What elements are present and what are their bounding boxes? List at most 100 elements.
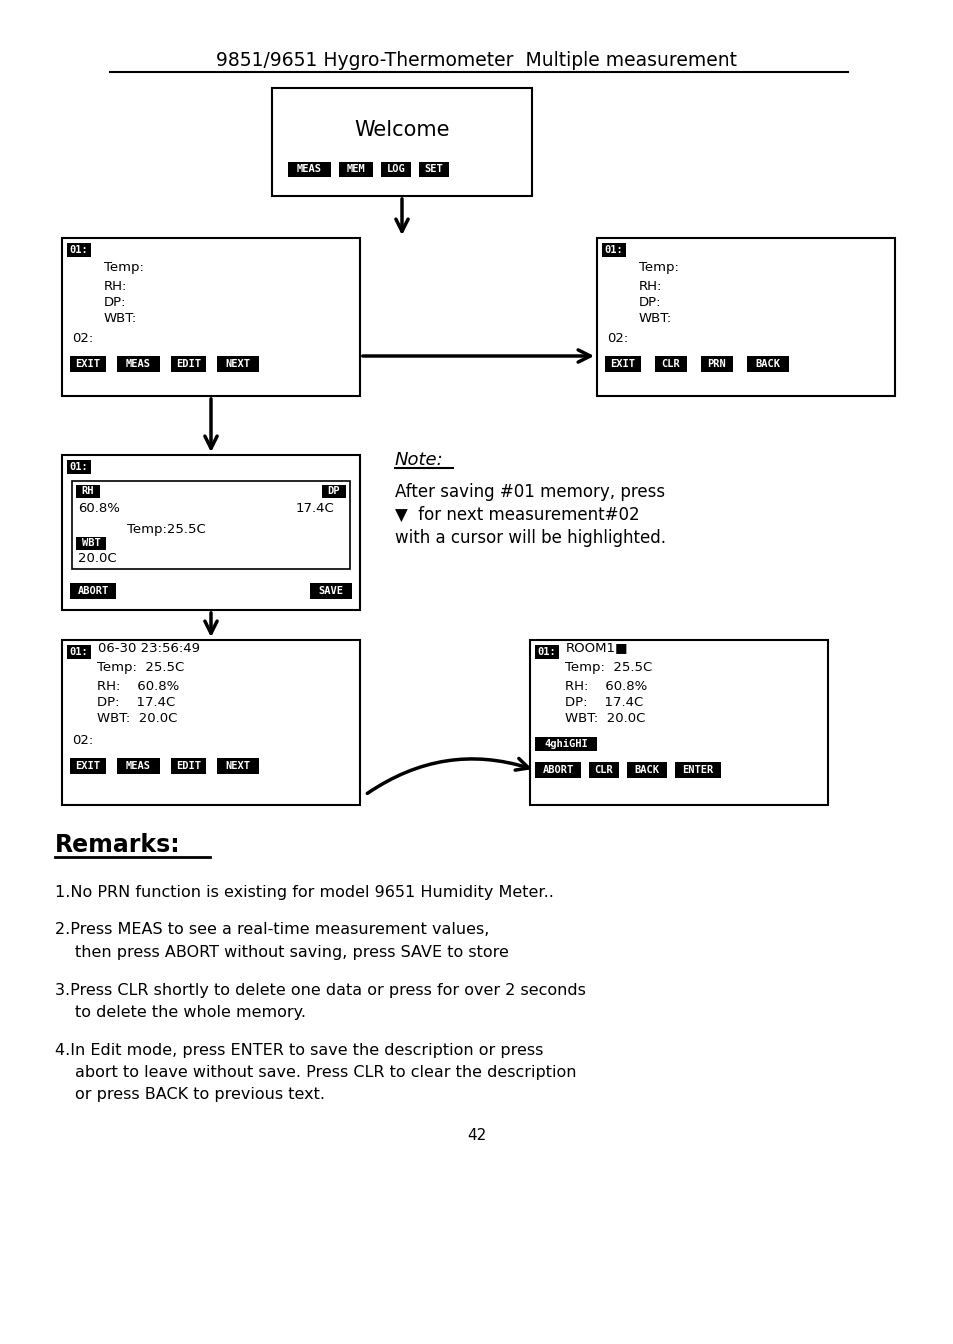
Bar: [604, 356, 640, 372]
Bar: [338, 163, 373, 177]
Bar: [700, 356, 732, 372]
Bar: [62, 640, 359, 805]
Text: ROOM1■: ROOM1■: [565, 641, 628, 655]
Text: 01:: 01:: [70, 462, 89, 472]
Bar: [588, 762, 618, 778]
Bar: [322, 485, 346, 499]
Text: EXIT: EXIT: [75, 761, 100, 771]
Text: 42: 42: [467, 1128, 486, 1142]
Text: DP:    17.4C: DP: 17.4C: [564, 695, 642, 708]
Text: 06-30 23:56:49: 06-30 23:56:49: [98, 641, 200, 655]
Text: ENTER: ENTER: [681, 765, 713, 775]
Text: RH:: RH:: [104, 280, 128, 293]
Text: EXIT: EXIT: [610, 359, 635, 370]
Bar: [117, 758, 160, 774]
Text: 2.Press MEAS to see a real-time measurement values,: 2.Press MEAS to see a real-time measurem…: [55, 922, 489, 938]
Text: 02:: 02:: [71, 734, 93, 746]
Text: DP:: DP:: [104, 296, 127, 309]
Text: WBT:  20.0C: WBT: 20.0C: [97, 711, 177, 724]
Text: 3.Press CLR shortly to delete one data or press for over 2 seconds: 3.Press CLR shortly to delete one data o…: [55, 982, 585, 997]
Bar: [535, 762, 580, 778]
Text: Remarks:: Remarks:: [55, 833, 180, 857]
Text: 4.In Edit mode, press ENTER to save the description or press: 4.In Edit mode, press ENTER to save the …: [55, 1043, 543, 1058]
Bar: [70, 356, 106, 372]
Text: Temp:  25.5C: Temp: 25.5C: [564, 661, 652, 675]
Text: MEAS: MEAS: [296, 164, 322, 175]
Bar: [535, 737, 597, 751]
Text: SET: SET: [424, 164, 443, 175]
Text: then press ABORT without saving, press SAVE to store: then press ABORT without saving, press S…: [75, 945, 508, 960]
Text: ABORT: ABORT: [542, 765, 573, 775]
Text: 60.8%: 60.8%: [78, 503, 120, 516]
Bar: [310, 583, 352, 599]
Text: ABORT: ABORT: [77, 586, 109, 595]
Text: Temp:: Temp:: [639, 262, 679, 274]
Text: MEAS: MEAS: [126, 761, 151, 771]
Bar: [530, 640, 827, 805]
Text: CLR: CLR: [661, 359, 679, 370]
Text: SAVE: SAVE: [318, 586, 343, 595]
Text: DP: DP: [328, 487, 340, 496]
Bar: [67, 645, 91, 659]
Text: After saving #01 memory, press: After saving #01 memory, press: [395, 482, 664, 501]
Text: Temp:: Temp:: [104, 262, 144, 274]
Bar: [76, 538, 106, 550]
Text: DP:    17.4C: DP: 17.4C: [97, 695, 175, 708]
Text: ▼  for next measurement#02: ▼ for next measurement#02: [395, 505, 639, 524]
Bar: [62, 238, 359, 396]
Bar: [67, 460, 91, 474]
Text: with a cursor will be highlighted.: with a cursor will be highlighted.: [395, 530, 665, 547]
Text: BACK: BACK: [755, 359, 780, 370]
Bar: [418, 163, 449, 177]
Text: Welcome: Welcome: [354, 120, 449, 140]
Text: 17.4C: 17.4C: [295, 503, 335, 516]
Bar: [171, 356, 206, 372]
Text: EXIT: EXIT: [75, 359, 100, 370]
Text: EDIT: EDIT: [175, 359, 201, 370]
Text: LOG: LOG: [386, 164, 405, 175]
Text: 01:: 01:: [70, 646, 89, 657]
Bar: [76, 485, 100, 499]
Text: NEXT: NEXT: [225, 359, 251, 370]
Text: BACK: BACK: [634, 765, 659, 775]
Text: 9851/9651 Hygro-Thermometer  Multiple measurement: 9851/9651 Hygro-Thermometer Multiple mea…: [216, 51, 737, 70]
Bar: [67, 243, 91, 257]
Text: 01:: 01:: [604, 245, 622, 255]
Text: abort to leave without save. Press CLR to clear the description: abort to leave without save. Press CLR t…: [75, 1064, 576, 1079]
Bar: [597, 238, 894, 396]
Text: MEAS: MEAS: [126, 359, 151, 370]
Bar: [117, 356, 160, 372]
Bar: [655, 356, 686, 372]
Text: Temp:25.5C: Temp:25.5C: [127, 523, 206, 535]
Text: 4ghiGHI: 4ghiGHI: [543, 739, 587, 749]
Text: Note:: Note:: [395, 452, 443, 469]
Text: DP:: DP:: [639, 296, 660, 309]
Bar: [272, 87, 532, 196]
Text: PRN: PRN: [707, 359, 725, 370]
Text: EDIT: EDIT: [175, 761, 201, 771]
Text: WBT: WBT: [82, 539, 100, 548]
Bar: [216, 758, 258, 774]
Bar: [62, 456, 359, 610]
Text: RH:    60.8%: RH: 60.8%: [564, 680, 646, 692]
Bar: [288, 163, 331, 177]
Text: 02:: 02:: [71, 332, 93, 344]
Bar: [70, 583, 116, 599]
Bar: [746, 356, 788, 372]
Text: 02:: 02:: [606, 332, 628, 344]
Text: to delete the whole memory.: to delete the whole memory.: [75, 1004, 306, 1020]
Bar: [601, 243, 625, 257]
Text: RH: RH: [82, 487, 94, 496]
Text: Temp:  25.5C: Temp: 25.5C: [97, 661, 184, 675]
Text: 01:: 01:: [70, 245, 89, 255]
Bar: [380, 163, 411, 177]
Bar: [71, 481, 350, 569]
Bar: [675, 762, 720, 778]
Text: 01:: 01:: [537, 646, 556, 657]
Bar: [70, 758, 106, 774]
Text: RH:    60.8%: RH: 60.8%: [97, 680, 179, 692]
Text: 20.0C: 20.0C: [78, 552, 116, 566]
Text: or press BACK to previous text.: or press BACK to previous text.: [75, 1086, 325, 1102]
Bar: [171, 758, 206, 774]
Text: CLR: CLR: [594, 765, 613, 775]
